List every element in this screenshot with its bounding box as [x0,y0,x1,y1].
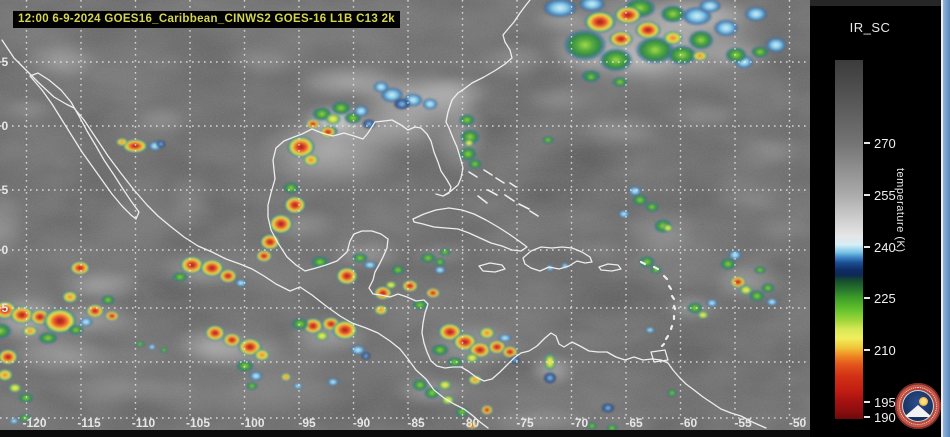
bottom-frame-bar [0,430,810,437]
svg-text:5: 5 [2,183,9,197]
timestamp-product-label: 12:00 6-9-2024 GOES16_Caribbean_CINWS2 G… [13,11,400,28]
colorbar-tick [864,401,870,403]
colorbar-panel: IR_SC 270 255 240 225 210 195 190 temperature … [810,0,941,437]
svg-text:-75: -75 [516,416,534,430]
coastline-jamaica [478,262,506,273]
satellite-map-image: -120 -115 -110 -105 -100 -95 -90 -85 -80 -75 -70 -6… [0,0,810,430]
colorbar-tick-label: 210 [874,343,896,358]
colorbar-gradient [835,60,863,419]
panel-top-strip [810,0,941,6]
coastline-mexico-gulf-central-america [267,178,767,429]
colorbar-tick [864,297,870,299]
window-edge-white-strip [941,0,943,437]
coastline-puerto-rico [598,263,622,272]
colorbar-tick-label: 195 [874,395,896,410]
latlon-grid [0,0,810,419]
coastline-baja [29,72,140,220]
svg-text:-85: -85 [407,416,425,430]
svg-text:-105: -105 [186,416,210,430]
svg-text:-80: -80 [462,416,480,430]
coastline-bahamas [468,169,539,217]
axis-labels: -120 -115 -110 -105 -100 -95 -90 -85 -80 -75 -70 -6… [2,55,807,430]
coastline-us-gulf-east [272,0,531,197]
svg-text:-50: -50 [789,416,807,430]
svg-text:-120: -120 [22,416,46,430]
svg-text:5: 5 [2,301,9,315]
svg-text:-100: -100 [240,416,264,430]
logo-core [902,390,934,422]
colorbar-tick [864,416,870,418]
svg-text:5: 5 [2,55,9,69]
svg-text:0: 0 [2,119,9,133]
svg-text:-60: -60 [680,416,698,430]
colorbar-tick-label: 255 [874,188,896,203]
svg-text:-90: -90 [353,416,371,430]
cira-seal-logo-icon [895,383,941,429]
grain-texture [0,0,810,430]
colorbar-tick [864,246,870,248]
colorbar-tick-label: 240 [874,240,896,255]
colorbar-tick-label: 190 [874,410,896,425]
svg-text:-115: -115 [77,416,101,430]
svg-text:-65: -65 [625,416,643,430]
svg-text:-110: -110 [132,416,156,430]
svg-text:-55: -55 [734,416,752,430]
svg-text:0: 0 [2,243,9,257]
colorbar-axis-label: temperature (K) [894,168,906,253]
colorbar-tick [864,194,870,196]
coastlines [1,0,767,429]
svg-text:-95: -95 [298,416,316,430]
colorbar-tick-label: 270 [874,136,896,151]
logo-ring-text [899,387,937,425]
logo-sun-icon [919,397,928,406]
colorbar-title: IR_SC [849,20,891,35]
coastline-lesser-antilles [639,260,677,348]
coastline-mexico-pacific [1,39,489,429]
coastline-cuba [412,207,528,252]
svg-text:-70: -70 [571,416,589,430]
colorbar-tick [864,142,870,144]
colorbar-tick [864,349,870,351]
window-edge-blue-strip [943,0,950,437]
goes-ir-imagery: -120 -115 -110 -105 -100 -95 -90 -85 -80 -75 -70 -6… [0,0,810,430]
coastline-hispaniola [522,246,593,272]
logo-mountain-icon [904,405,932,417]
colorbar-tick-label: 225 [874,291,896,306]
coastline-trinidad [650,349,669,363]
